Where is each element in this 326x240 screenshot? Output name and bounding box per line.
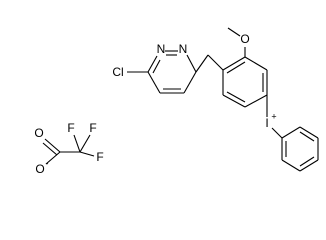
phenyl-ring <box>271 126 319 172</box>
atom-label: O <box>35 162 44 176</box>
charge-label: - <box>46 158 49 168</box>
atom-label: Cl <box>112 65 123 79</box>
charge-label: + <box>271 111 276 121</box>
atom-label: F <box>89 121 96 135</box>
atom-label: F <box>96 150 103 164</box>
atom-label: O <box>34 126 43 140</box>
benzene-ring <box>195 27 268 117</box>
atom-label: F <box>67 121 74 135</box>
atom-label: I <box>265 116 268 130</box>
structure-diagram: N N Cl O I + O O - F F F <box>34 27 319 176</box>
atom-label: N <box>157 42 166 56</box>
trifluoroacetate <box>42 134 95 165</box>
pyridazine-ring <box>127 50 197 94</box>
atom-label: O <box>240 32 249 46</box>
atom-label: N <box>179 42 188 56</box>
